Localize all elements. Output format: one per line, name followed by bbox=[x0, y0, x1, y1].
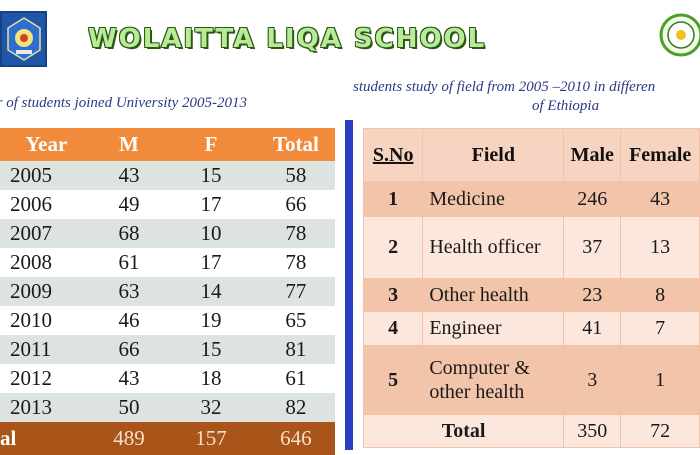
table-row: 2008 61 17 78 bbox=[0, 248, 335, 277]
cell-male: 3 bbox=[563, 345, 622, 415]
column-header-year: Year bbox=[0, 128, 93, 161]
cell-year: 2007 bbox=[0, 219, 93, 248]
cell-male: 23 bbox=[563, 278, 622, 312]
column-header-m: M bbox=[92, 128, 166, 161]
table-row: 2005 43 15 58 bbox=[0, 161, 335, 190]
table-row: 2009 63 14 77 bbox=[0, 277, 335, 306]
cell-f: 15 bbox=[165, 335, 257, 364]
cell-sno: 1 bbox=[362, 181, 424, 217]
total-female: 72 bbox=[620, 414, 700, 448]
left-table-caption: er of students joined University 2005-20… bbox=[0, 95, 248, 111]
table-row: 2012 43 18 61 bbox=[0, 364, 335, 393]
ministry-seal-logo bbox=[659, 11, 700, 59]
table-row: 2 Health officer 37 13 bbox=[362, 216, 700, 279]
cell-sno: 2 bbox=[362, 216, 424, 279]
column-header-male: Male bbox=[563, 128, 622, 182]
school-emblem-logo bbox=[0, 11, 47, 67]
total-m: 489 bbox=[92, 422, 166, 455]
university-admission-table: Year M F Total 2005 43 15 58 2006 49 17 … bbox=[0, 128, 335, 455]
cell-total: 65 bbox=[256, 306, 335, 335]
cell-year: 2006 bbox=[0, 190, 93, 219]
table-row: 1 Medicine 246 43 bbox=[362, 181, 700, 217]
school-title: WOLAITTA LIQA SCHOOL bbox=[88, 24, 487, 54]
total-label: Total bbox=[362, 414, 565, 448]
cell-m: 43 bbox=[92, 161, 166, 190]
right-table-caption-line2: of Ethiopia bbox=[532, 98, 600, 114]
cell-female: 7 bbox=[620, 311, 700, 346]
cell-male: 246 bbox=[563, 181, 622, 217]
table-row: 5 Computer & other health 3 1 bbox=[362, 345, 700, 415]
cell-year: 2008 bbox=[0, 248, 93, 277]
cell-sno: 5 bbox=[362, 345, 424, 415]
total-row: Total 350 72 bbox=[362, 414, 700, 448]
cell-field: Other health bbox=[422, 278, 565, 312]
cell-male: 37 bbox=[563, 216, 622, 279]
cell-total: 58 bbox=[256, 161, 335, 190]
cell-sno: 3 bbox=[362, 278, 424, 312]
total-male: 350 bbox=[563, 414, 622, 448]
cell-f: 17 bbox=[165, 190, 257, 219]
column-header-f: F bbox=[165, 128, 257, 161]
cell-total: 77 bbox=[256, 277, 335, 306]
cell-field: Medicine bbox=[422, 181, 565, 217]
total-row: al 489 157 646 bbox=[0, 422, 335, 455]
cell-total: 61 bbox=[256, 364, 335, 393]
column-header-field: Field bbox=[422, 128, 565, 182]
cell-m: 66 bbox=[92, 335, 166, 364]
sno-header-text: S.No bbox=[372, 143, 414, 166]
cell-m: 68 bbox=[92, 219, 166, 248]
column-header-female: Female bbox=[620, 128, 700, 182]
cell-f: 17 bbox=[165, 248, 257, 277]
cell-f: 32 bbox=[165, 393, 257, 422]
table-row: 2006 49 17 66 bbox=[0, 190, 335, 219]
cell-f: 18 bbox=[165, 364, 257, 393]
cell-field: Engineer bbox=[422, 311, 565, 346]
total-total: 646 bbox=[256, 422, 335, 455]
cell-female: 13 bbox=[620, 216, 700, 279]
cell-year: 2009 bbox=[0, 277, 93, 306]
cell-total: 82 bbox=[256, 393, 335, 422]
cell-year: 2005 bbox=[0, 161, 93, 190]
cell-total: 81 bbox=[256, 335, 335, 364]
cell-male: 41 bbox=[563, 311, 622, 346]
cell-m: 61 bbox=[92, 248, 166, 277]
table-header-row: S.No Field Male Female bbox=[362, 128, 700, 182]
column-header-total: Total bbox=[256, 128, 335, 161]
cell-year: 2013 bbox=[0, 393, 93, 422]
section-divider bbox=[345, 120, 353, 450]
cell-total: 66 bbox=[256, 190, 335, 219]
table-row: 2010 46 19 65 bbox=[0, 306, 335, 335]
cell-f: 14 bbox=[165, 277, 257, 306]
cell-female: 8 bbox=[620, 278, 700, 312]
cell-m: 46 bbox=[92, 306, 166, 335]
cell-female: 43 bbox=[620, 181, 700, 217]
table-row: 4 Engineer 41 7 bbox=[362, 311, 700, 346]
total-label: al bbox=[0, 422, 93, 455]
table-row: 3 Other health 23 8 bbox=[362, 278, 700, 312]
cell-m: 50 bbox=[92, 393, 166, 422]
cell-total: 78 bbox=[256, 219, 335, 248]
cell-year: 2010 bbox=[0, 306, 93, 335]
table-header-row: Year M F Total bbox=[0, 128, 335, 161]
cell-m: 43 bbox=[92, 364, 166, 393]
total-f: 157 bbox=[165, 422, 257, 455]
field-of-study-table: S.No Field Male Female 1 Medicine 246 43… bbox=[362, 128, 700, 448]
cell-year: 2011 bbox=[0, 335, 93, 364]
cell-field: Health officer bbox=[422, 216, 565, 279]
cell-f: 19 bbox=[165, 306, 257, 335]
right-table-caption-line1: students study of field from 2005 –2010 … bbox=[353, 79, 656, 95]
table-row: 2013 50 32 82 bbox=[0, 393, 335, 422]
cell-m: 63 bbox=[92, 277, 166, 306]
cell-f: 10 bbox=[165, 219, 257, 248]
column-header-sno: S.No bbox=[362, 128, 424, 182]
table-row: 2011 66 15 81 bbox=[0, 335, 335, 364]
cell-year: 2012 bbox=[0, 364, 93, 393]
cell-field: Computer & other health bbox=[422, 345, 565, 415]
table-row: 2007 68 10 78 bbox=[0, 219, 335, 248]
cell-female: 1 bbox=[620, 345, 700, 415]
cell-m: 49 bbox=[92, 190, 166, 219]
cell-f: 15 bbox=[165, 161, 257, 190]
cell-total: 78 bbox=[256, 248, 335, 277]
cell-sno: 4 bbox=[362, 311, 424, 346]
